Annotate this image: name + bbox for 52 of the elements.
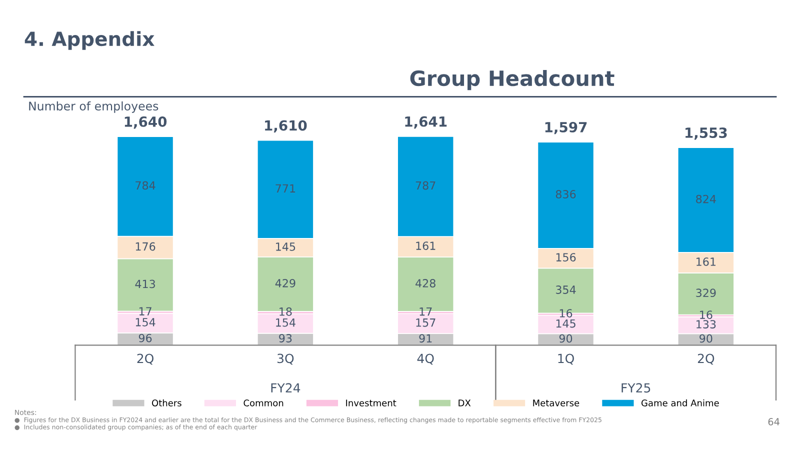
legend-label: DX bbox=[458, 400, 471, 406]
data-label: 428 bbox=[416, 279, 436, 288]
text: 4. Appendix bbox=[24, 31, 154, 50]
legend-label: Metaverse bbox=[533, 400, 580, 406]
data-label: 96 bbox=[138, 334, 152, 342]
data-label: 145 bbox=[556, 319, 576, 328]
data-label: 161 bbox=[416, 242, 436, 250]
data-label: 90 bbox=[700, 334, 712, 343]
data-label: 787 bbox=[416, 181, 436, 190]
total-label: 1,553 bbox=[686, 127, 727, 140]
total-label: 1,640 bbox=[124, 116, 167, 129]
data-label: 17 bbox=[139, 307, 152, 316]
data-label: 413 bbox=[135, 280, 155, 288]
data-label: 784 bbox=[136, 181, 156, 190]
text: 64 bbox=[768, 418, 780, 426]
data-label: 16 bbox=[700, 310, 712, 319]
x-tick-label: 2Q bbox=[698, 354, 714, 365]
data-label: 836 bbox=[556, 190, 576, 198]
legend-label: Common bbox=[244, 400, 284, 406]
data-label: 93 bbox=[279, 334, 292, 342]
chart-title: Group Headcount bbox=[410, 70, 614, 90]
x-tick-label: 4Q bbox=[417, 354, 434, 365]
data-label: 771 bbox=[276, 184, 296, 192]
data-label: 176 bbox=[136, 242, 156, 251]
total-label: 1,610 bbox=[265, 120, 307, 133]
text: FY24 bbox=[271, 383, 300, 392]
legend-label: Game and Anime bbox=[641, 399, 719, 406]
data-label: 16 bbox=[560, 309, 572, 318]
data-label: 145 bbox=[276, 242, 296, 251]
text: FY25 bbox=[622, 383, 650, 393]
data-label: 824 bbox=[696, 194, 716, 204]
data-label: 91 bbox=[419, 334, 432, 343]
data-label: 18 bbox=[280, 307, 292, 316]
data-label: 90 bbox=[559, 334, 572, 343]
data-label: 154 bbox=[136, 318, 156, 326]
legend-label: Others bbox=[152, 399, 182, 406]
data-label: 133 bbox=[696, 320, 716, 328]
data-label: 161 bbox=[696, 257, 716, 266]
y-axis-title: Number of employees bbox=[29, 101, 158, 113]
data-label: 429 bbox=[275, 278, 296, 288]
data-label: 329 bbox=[696, 288, 716, 298]
x-tick-label: 3Q bbox=[277, 354, 294, 365]
total-label: 1,641 bbox=[405, 116, 447, 129]
data-label: 17 bbox=[420, 307, 432, 316]
data-label: 156 bbox=[556, 253, 576, 262]
legend-label: Investment bbox=[346, 400, 396, 406]
x-tick-label: 1Q bbox=[558, 354, 574, 365]
x-tick-label: 2Q bbox=[137, 354, 154, 365]
data-label: 154 bbox=[276, 318, 296, 327]
total-label: 1,597 bbox=[545, 122, 587, 134]
data-label: 157 bbox=[416, 318, 436, 327]
data-label: 354 bbox=[556, 286, 576, 294]
